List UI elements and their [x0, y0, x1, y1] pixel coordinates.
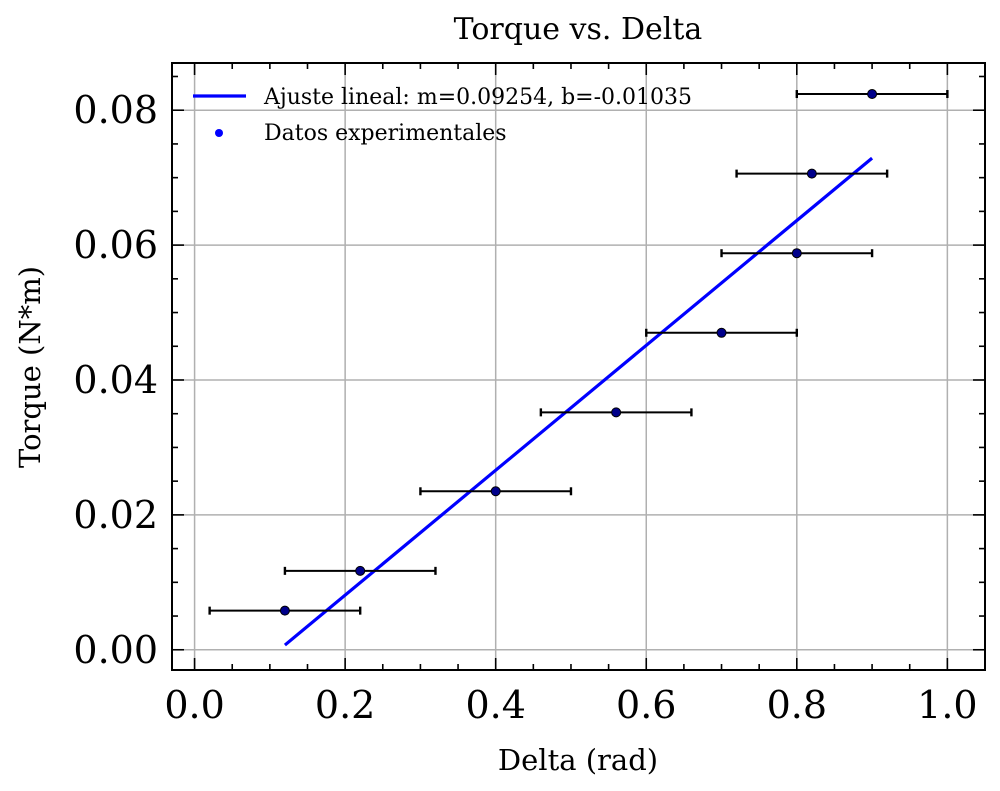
- data-point: [806, 168, 817, 179]
- data-point: [279, 605, 290, 616]
- x-tick-label: 0.2: [315, 683, 375, 727]
- x-tick-label: 0.6: [616, 683, 676, 727]
- chart-title: Torque vs. Delta: [454, 12, 703, 47]
- fit-line: [283, 156, 874, 647]
- x-axis-label: Delta (rad): [498, 743, 658, 777]
- data-point: [611, 407, 622, 418]
- data-point: [716, 327, 727, 338]
- plot-frame: [171, 62, 986, 671]
- legend: Ajuste lineal: m=0.09254, b=-0.01035 Dat…: [193, 85, 692, 146]
- x-tick-label: 0.0: [164, 683, 224, 727]
- y-axis-label: Torque (N*m): [13, 266, 47, 468]
- y-tick-label: 0.08: [73, 88, 158, 132]
- grid-layer: [172, 63, 985, 670]
- data-layer: [208, 89, 949, 647]
- y-tick-label: 0.02: [73, 493, 158, 537]
- ticks-layer: [172, 63, 985, 670]
- data-point: [791, 248, 802, 259]
- labels-layer: 0.0 0.2 0.4 0.6 0.8 1.0 0.00 0.02 0.04 0.06 0.08: [73, 88, 977, 727]
- y-tick-label: 0.00: [73, 628, 158, 672]
- data-point: [490, 486, 501, 497]
- legend-label-fit: Ajuste lineal: m=0.09254, b=-0.01035: [263, 85, 692, 110]
- legend-point-swatch: [215, 129, 223, 137]
- y-tick-label: 0.04: [73, 358, 158, 402]
- x-tick-label: 0.4: [465, 683, 525, 727]
- y-tick-label: 0.06: [73, 223, 158, 267]
- data-point: [867, 89, 878, 100]
- legend-label-data: Datos experimentales: [264, 121, 507, 146]
- x-tick-label: 0.8: [767, 683, 827, 727]
- x-tick-label: 1.0: [917, 683, 977, 727]
- data-point: [355, 565, 366, 576]
